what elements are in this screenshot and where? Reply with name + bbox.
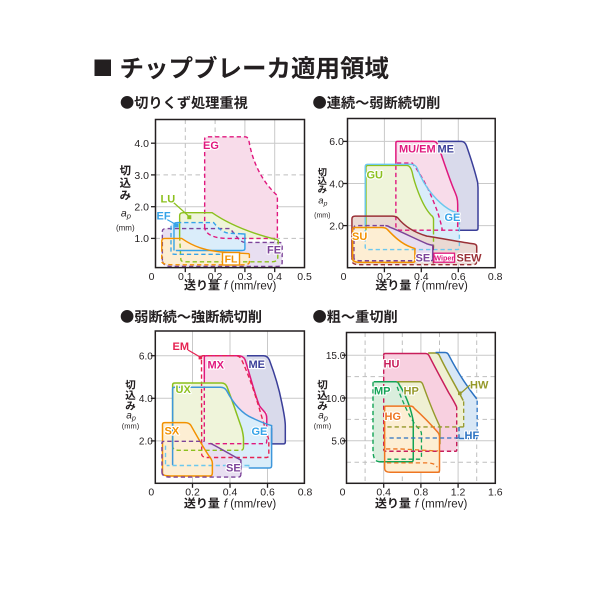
svg-text:Wiper: Wiper xyxy=(434,254,454,263)
svg-text:0: 0 xyxy=(341,271,347,283)
svg-text:f (mm/rev): f (mm/rev) xyxy=(224,499,277,511)
svg-text:(mm): (mm) xyxy=(116,223,135,232)
svg-text:0.6: 0.6 xyxy=(260,487,275,499)
svg-text:HG: HG xyxy=(385,411,402,423)
svg-text:0.8: 0.8 xyxy=(488,271,503,283)
svg-text:0: 0 xyxy=(148,487,154,499)
svg-text:6.0: 6.0 xyxy=(329,136,344,148)
svg-text:SX: SX xyxy=(165,426,180,438)
svg-text:EG: EG xyxy=(203,140,219,152)
svg-text:5.0: 5.0 xyxy=(331,437,345,448)
svg-text:(mm): (mm) xyxy=(314,422,332,431)
svg-text:0.3: 0.3 xyxy=(238,271,253,283)
svg-text:10.0: 10.0 xyxy=(326,394,346,405)
svg-text:0: 0 xyxy=(340,487,346,499)
svg-text:SE: SE xyxy=(416,253,431,265)
svg-text:GE: GE xyxy=(252,426,268,438)
svg-text:0.4: 0.4 xyxy=(223,487,238,499)
svg-text:ap: ap xyxy=(121,207,131,220)
svg-text:UX: UX xyxy=(176,384,192,396)
svg-text:GE: GE xyxy=(445,212,461,224)
svg-text:MX: MX xyxy=(208,360,225,372)
svg-text:SE: SE xyxy=(226,463,241,475)
svg-text:2.0: 2.0 xyxy=(134,202,149,214)
svg-text:f (mm/rev): f (mm/rev) xyxy=(415,281,468,293)
svg-text:3.0: 3.0 xyxy=(134,170,149,182)
svg-text:0.2: 0.2 xyxy=(185,487,200,499)
svg-text:MU/EM: MU/EM xyxy=(399,144,436,156)
svg-text:4.0: 4.0 xyxy=(139,394,153,405)
svg-text:SU: SU xyxy=(352,231,367,243)
svg-text:ap: ap xyxy=(318,411,328,423)
svg-text:6.0: 6.0 xyxy=(139,352,153,363)
svg-text:15.0: 15.0 xyxy=(326,351,346,362)
svg-text:FE: FE xyxy=(267,245,281,257)
svg-text:f (mm/rev): f (mm/rev) xyxy=(224,281,277,293)
svg-text:0.5: 0.5 xyxy=(297,271,312,283)
svg-text:f (mm/rev): f (mm/rev) xyxy=(415,499,468,511)
svg-text:0: 0 xyxy=(149,271,155,283)
svg-text:HF: HF xyxy=(465,430,480,442)
svg-text:HW: HW xyxy=(470,380,489,392)
svg-text:FL: FL xyxy=(225,254,238,266)
svg-text:EM: EM xyxy=(173,341,190,353)
svg-text:0.8: 0.8 xyxy=(414,487,429,499)
svg-text:ap: ap xyxy=(318,196,327,208)
svg-text:HU: HU xyxy=(384,359,400,371)
svg-text:SEW: SEW xyxy=(457,253,483,265)
svg-text:1.0: 1.0 xyxy=(134,233,149,245)
svg-text:(mm): (mm) xyxy=(314,213,330,220)
svg-text:0.4: 0.4 xyxy=(376,487,391,499)
svg-text:0.6: 0.6 xyxy=(451,271,466,283)
svg-text:GU: GU xyxy=(367,170,384,182)
svg-text:EF: EF xyxy=(157,211,171,223)
svg-text:1.6: 1.6 xyxy=(488,487,503,499)
svg-text:0.4: 0.4 xyxy=(267,271,282,283)
svg-text:ME: ME xyxy=(249,359,266,371)
svg-text:ME: ME xyxy=(438,144,455,156)
svg-text:2.0: 2.0 xyxy=(329,220,344,232)
svg-text:0.4: 0.4 xyxy=(414,271,429,283)
svg-text:LU: LU xyxy=(161,194,176,206)
svg-text:(mm): (mm) xyxy=(122,422,140,431)
svg-text:4.0: 4.0 xyxy=(134,138,149,150)
svg-text:MP: MP xyxy=(374,386,391,398)
svg-text:ap: ap xyxy=(126,411,136,423)
svg-text:1.2: 1.2 xyxy=(451,487,466,499)
svg-text:2.0: 2.0 xyxy=(139,437,153,448)
svg-text:HP: HP xyxy=(404,386,419,398)
svg-text:0.8: 0.8 xyxy=(298,487,313,499)
svg-text:4.0: 4.0 xyxy=(329,178,344,190)
